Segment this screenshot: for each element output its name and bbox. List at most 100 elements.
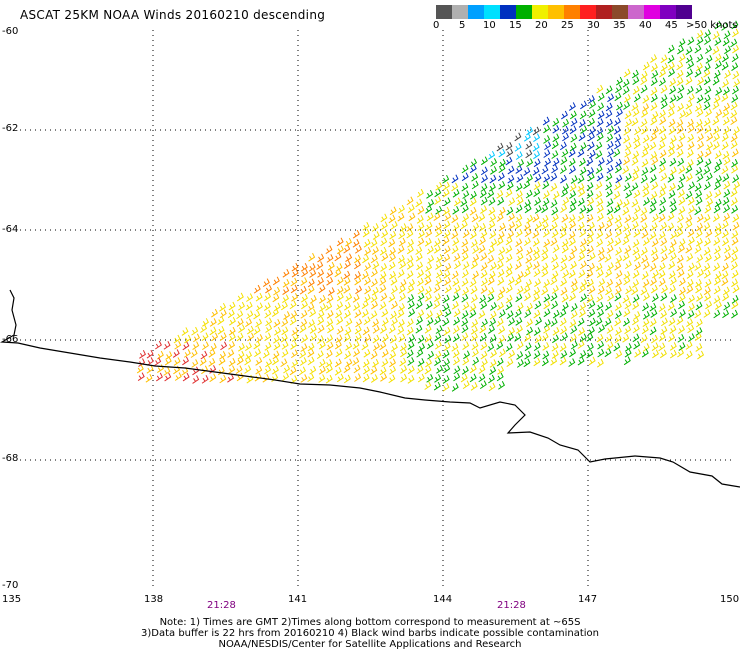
wind-barb xyxy=(685,173,693,182)
wind-barb xyxy=(489,366,497,375)
wind-barb xyxy=(327,261,335,271)
wind-barb xyxy=(676,69,684,79)
wind-barb xyxy=(523,358,531,368)
wind-barb xyxy=(514,333,522,342)
wind-barb xyxy=(696,269,704,278)
wind-barb xyxy=(336,276,344,286)
wind-barb xyxy=(487,189,495,199)
wind-barb xyxy=(731,300,739,310)
wind-barb xyxy=(606,278,614,288)
wind-barb xyxy=(453,285,461,294)
wind-barb xyxy=(615,158,622,168)
wind-barb xyxy=(427,199,435,208)
wind-barb xyxy=(398,230,406,240)
wind-barb xyxy=(605,102,613,112)
wind-barb xyxy=(596,204,604,214)
wind-barb xyxy=(335,348,343,358)
wind-barb xyxy=(541,252,549,262)
wind-barb xyxy=(352,340,360,350)
wind-barb xyxy=(533,158,541,168)
wind-barb xyxy=(326,277,334,286)
wind-barb xyxy=(516,285,524,295)
wind-barb xyxy=(307,285,315,295)
wind-barb xyxy=(487,245,495,255)
wind-barb xyxy=(640,214,648,223)
wind-barb xyxy=(525,247,533,256)
wind-barb xyxy=(388,214,396,224)
wind-barb xyxy=(399,260,407,270)
wind-barb xyxy=(472,270,479,280)
wind-barb xyxy=(660,100,668,110)
wind-barb xyxy=(586,349,594,359)
wind-barb xyxy=(364,285,372,295)
wind-barb xyxy=(730,261,738,271)
wind-barb xyxy=(308,263,316,272)
wind-barb xyxy=(408,212,416,222)
wind-barb xyxy=(714,53,722,63)
wind-barb xyxy=(407,365,415,375)
wind-barb xyxy=(678,300,686,310)
wind-barb xyxy=(568,214,576,223)
wind-barb xyxy=(371,246,379,255)
wind-barb xyxy=(685,46,693,55)
wind-barb xyxy=(660,221,668,231)
wind-barb xyxy=(399,223,407,232)
wind-barb xyxy=(551,285,559,294)
wind-barb xyxy=(614,310,622,320)
wind-barb xyxy=(398,303,405,312)
wind-barb xyxy=(713,69,721,79)
wind-barb xyxy=(326,334,334,344)
wind-barb xyxy=(569,220,576,230)
wind-barb xyxy=(498,180,506,190)
wind-barb xyxy=(723,189,731,198)
wind-barb xyxy=(651,126,659,135)
wind-barb xyxy=(308,252,316,262)
wind-barb xyxy=(668,317,676,327)
wind-barb xyxy=(598,278,606,287)
wind-barb xyxy=(658,164,666,174)
wind-barb xyxy=(614,181,622,191)
wind-barb xyxy=(552,117,560,127)
wind-barb xyxy=(678,238,686,248)
wind-barb xyxy=(307,373,315,383)
wind-barb xyxy=(417,229,425,239)
wind-barb xyxy=(559,356,567,366)
wind-barb xyxy=(606,325,614,334)
wind-barb xyxy=(688,181,695,191)
wind-barb xyxy=(561,238,569,248)
wind-barb xyxy=(561,293,569,303)
wind-barb xyxy=(507,165,515,175)
wind-barb xyxy=(632,324,640,334)
legend-swatch xyxy=(660,5,676,19)
wind-barb xyxy=(325,245,333,255)
wind-barb xyxy=(380,325,387,334)
wind-barb xyxy=(451,174,459,184)
wind-barb xyxy=(388,238,396,248)
wind-barb xyxy=(686,68,694,78)
wind-barb xyxy=(281,341,289,350)
wind-barb xyxy=(551,229,559,239)
wind-barb xyxy=(606,245,614,254)
wind-barb xyxy=(533,188,541,198)
wind-barb xyxy=(580,125,588,134)
wind-barb xyxy=(596,238,604,248)
wind-barb xyxy=(417,285,425,295)
wind-barb xyxy=(406,326,414,336)
wind-barb xyxy=(245,351,253,360)
wind-barb xyxy=(407,341,415,350)
wind-barb xyxy=(687,124,695,134)
wind-barb xyxy=(353,302,361,311)
wind-barb xyxy=(695,229,703,239)
wind-barb xyxy=(488,382,496,392)
wind-barb xyxy=(624,230,631,239)
wind-barb xyxy=(730,101,738,111)
wind-barb xyxy=(659,197,667,206)
wind-barb xyxy=(406,349,414,359)
wind-barb xyxy=(478,244,486,254)
wind-barb xyxy=(264,292,272,302)
wind-barb xyxy=(406,196,414,206)
wind-barb xyxy=(732,213,740,223)
wind-barb xyxy=(478,223,486,232)
wind-barb xyxy=(552,157,560,167)
wind-barb xyxy=(668,182,676,192)
